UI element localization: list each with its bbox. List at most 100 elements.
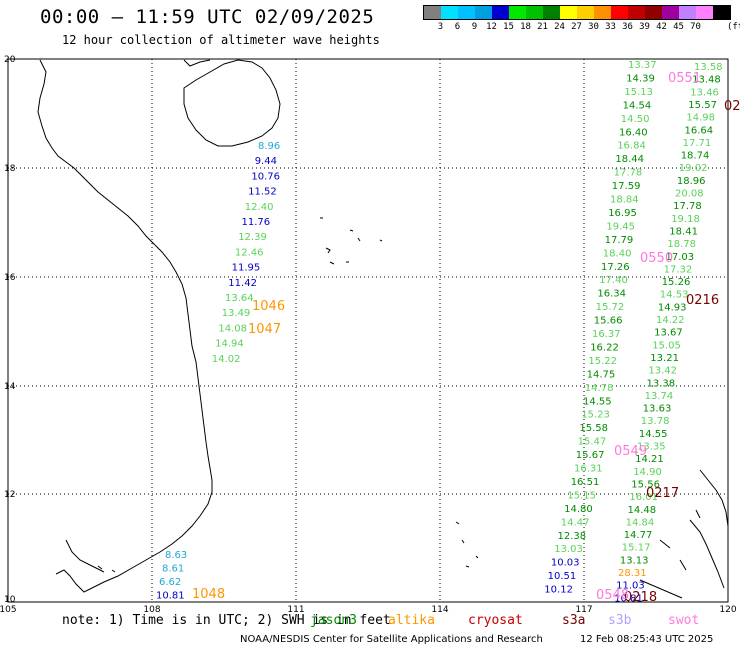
lat-label: 14 (4, 382, 16, 392)
wave-height-value: 15.72 (596, 302, 625, 313)
lon-label: 105 (0, 605, 17, 615)
wave-height-value: 15.23 (581, 410, 610, 421)
wave-height-value: 18.78 (667, 239, 696, 250)
lat-label: 12 (4, 490, 15, 500)
wave-height-value: 12.38 (558, 531, 587, 542)
pass-id: 0551 (668, 71, 701, 86)
wave-height-value: 17.40 (599, 275, 628, 286)
wave-height-value: 10.51 (548, 571, 577, 582)
pass-id: 0549 (614, 444, 647, 459)
wave-height-value: 13.13 (620, 555, 649, 566)
lon-label: 111 (287, 605, 304, 615)
wave-height-value: 17.79 (605, 235, 634, 246)
wave-height-value: 15.13 (624, 87, 653, 98)
wave-height-value: 12.46 (235, 247, 264, 258)
wave-height-value: 16.34 (597, 289, 626, 300)
wave-height-value: 11.42 (228, 278, 257, 289)
scale-swatch (577, 6, 594, 19)
wave-height-value: 10.12 (544, 585, 573, 596)
wave-height-value: 17.78 (673, 201, 702, 212)
wave-height-value: 14.21 (635, 454, 664, 465)
wave-height-value: 15.47 (578, 437, 607, 448)
scale-label: 45 (673, 22, 684, 32)
scale-label: 15 (503, 22, 514, 32)
wave-height-value: 14.90 (633, 467, 662, 478)
wave-height-value: 18.41 (669, 226, 698, 237)
wave-height-value: 15.57 (688, 100, 717, 111)
wave-height-color-scale (423, 5, 731, 20)
scale-label: 27 (571, 22, 582, 32)
latitude-labels: 20 18 16 14 12 10 (4, 55, 16, 605)
pass-id: 0218 (624, 590, 657, 605)
small-islands (97, 521, 479, 573)
wave-height-value: 17.78 (614, 168, 643, 179)
wave-height-value: 14.80 (564, 504, 593, 515)
wave-height-value: 9.44 (255, 156, 277, 167)
wave-height-value: 17.26 (601, 262, 630, 273)
wave-height-value: 14.78 (585, 383, 614, 394)
wave-height-value: 6.62 (159, 577, 181, 588)
wave-height-value: 13.35 (637, 442, 666, 453)
paracel-islands (320, 217, 383, 265)
pass-id: 1046 (252, 299, 285, 314)
wave-height-value: 16.64 (685, 125, 714, 136)
scale-swatch (509, 6, 526, 19)
lat-label: 10 (4, 595, 16, 605)
scale-swatch (492, 6, 509, 19)
vietnam-coastline (37, 59, 213, 593)
wave-height-value: 14.77 (624, 530, 653, 541)
scale-swatch (424, 6, 441, 19)
wave-height-value: 16.22 (590, 342, 619, 353)
wave-height-value: 14.93 (658, 302, 687, 313)
lon-label: 117 (575, 605, 592, 615)
hainan-island (183, 59, 281, 147)
wave-height-value: 11.52 (248, 187, 277, 198)
scale-label: 24 (554, 22, 565, 32)
lat-label: 18 (4, 164, 16, 174)
wave-height-value: 19.02 (679, 163, 708, 174)
wave-height-value: 15.66 (594, 316, 623, 327)
wave-height-value: 13.42 (648, 366, 677, 377)
wave-height-value: 10.81 (156, 591, 185, 602)
satellite-name: swot (668, 613, 700, 628)
wave-height-value: 8.61 (162, 564, 184, 575)
wave-height-value: 13.74 (645, 391, 674, 402)
wave-height-value: 15.58 (579, 423, 608, 434)
wave-height-value: 13.37 (628, 60, 657, 71)
wave-height-value: 14.02 (212, 354, 241, 365)
wave-height-value: 13.21 (650, 353, 679, 364)
wave-height-value: 14.54 (623, 100, 652, 111)
wave-height-value: 19.45 (606, 221, 635, 232)
wave-height-value: 17.03 (666, 252, 695, 263)
wave-height-value: 16.95 (608, 208, 637, 219)
scale-label: 12 (486, 22, 497, 32)
wave-height-value: 10.03 (551, 558, 580, 569)
wave-height-value: 13.64 (225, 293, 254, 304)
wave-height-value: 18.84 (610, 195, 639, 206)
satellite-name: jason3 (310, 613, 357, 628)
wave-height-value: 15.22 (588, 356, 617, 367)
wave-height-value: 14.08 (218, 323, 247, 334)
wave-height-value: 18.40 (603, 248, 632, 259)
scale-label: 70 (690, 22, 701, 32)
wave-height-value: 10.81 (614, 593, 643, 604)
wave-height-value: 13.38 (647, 378, 676, 389)
pass-id: 0217 (646, 486, 679, 501)
scale-label: 39 (639, 22, 650, 32)
wave-height-value: 15.56 (631, 479, 660, 490)
satellite-name: s3b (608, 613, 632, 628)
page-title: 00:00 – 11:59 UTC 02/09/2025 (40, 6, 375, 28)
wave-height-value: 12.39 (238, 232, 267, 243)
scale-swatch (458, 6, 475, 19)
page-subtitle: 12 hour collection of altimeter wave hei… (62, 33, 380, 47)
scale-label: 6 (454, 22, 461, 32)
pass-id: 0216 (686, 293, 719, 308)
wave-height-value: 8.96 (258, 141, 280, 152)
scale-swatch (662, 6, 679, 19)
wave-height-value: 10.76 (251, 171, 280, 182)
wave-height-value: 12.40 (245, 202, 274, 213)
wave-height-value: 16.31 (574, 464, 603, 475)
wave-height-value: 14.53 (660, 290, 689, 301)
wave-height-value: 13.03 (554, 544, 583, 555)
wave-height-value: 13.58 (694, 62, 723, 73)
